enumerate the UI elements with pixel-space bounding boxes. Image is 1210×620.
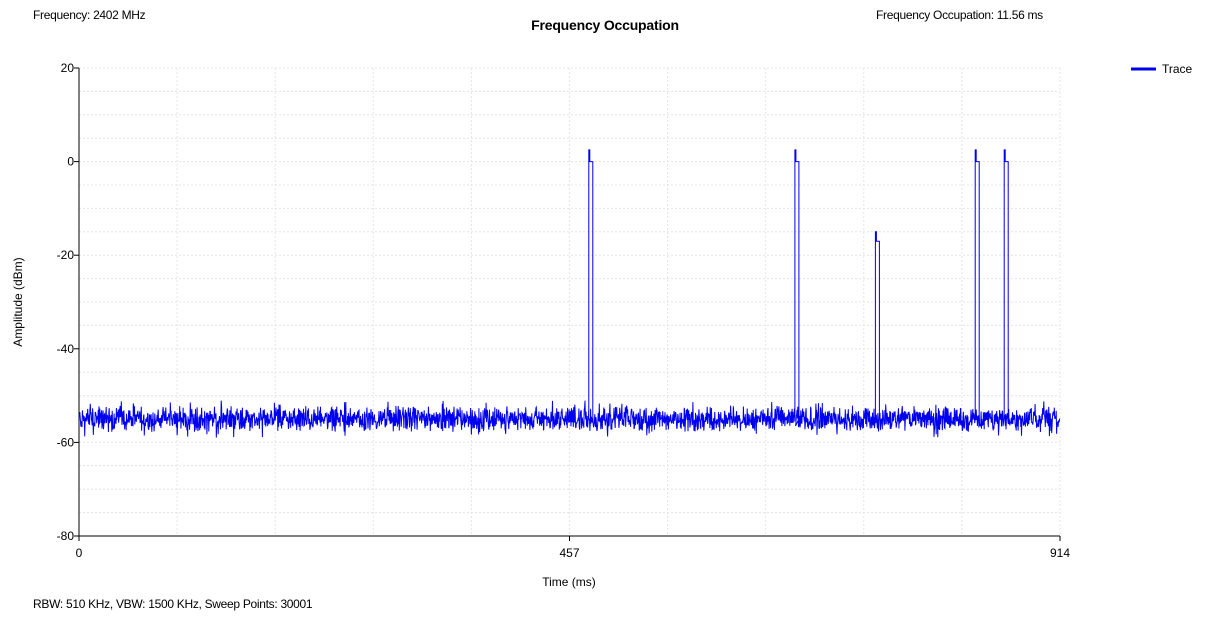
x-tick-label: 457 [559, 546, 579, 560]
x-axis-label: Time (ms) [542, 575, 596, 589]
grid [79, 67, 1061, 536]
occupation-readout: Frequency Occupation: 11.56 ms [876, 8, 1043, 22]
x-tick-label: 914 [1050, 546, 1070, 560]
sweep-settings: RBW: 510 KHz, VBW: 1500 KHz, Sweep Point… [33, 597, 313, 611]
legend-entry-trace: Trace [1162, 62, 1193, 76]
x-tick-label: 0 [76, 546, 83, 560]
y-tick-label: 20 [61, 61, 75, 75]
tick-labels: 200-20-40-60-800 457 914 [57, 61, 1071, 560]
y-tick-label: 0 [67, 155, 74, 169]
y-tick-label: -80 [57, 529, 75, 543]
y-tick-label: -20 [57, 248, 75, 262]
series-line-trace [78, 149, 1061, 438]
y-tick-label: -40 [57, 342, 75, 356]
y-tick-label: -60 [57, 435, 75, 449]
frequency-readout: Frequency: 2402 MHz [33, 8, 146, 22]
y-axis-label: Amplitude (dBm) [11, 257, 25, 346]
legend: Trace [1131, 62, 1193, 76]
chart-title: Frequency Occupation [531, 17, 679, 33]
trace-layer [78, 149, 1061, 438]
